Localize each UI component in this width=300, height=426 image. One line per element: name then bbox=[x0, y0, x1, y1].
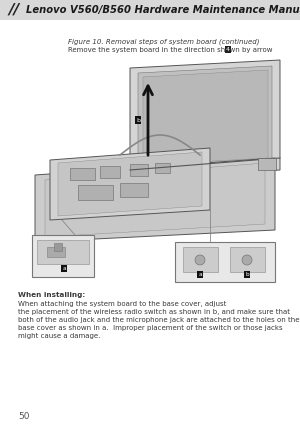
Polygon shape bbox=[130, 60, 280, 178]
Polygon shape bbox=[35, 158, 275, 242]
Text: both of the audio jack and the microphone jack are attached to the holes on the: both of the audio jack and the microphon… bbox=[18, 317, 299, 323]
Text: b: b bbox=[136, 118, 140, 123]
Text: the placement of the wireless radio switch as shown in b, and make sure that: the placement of the wireless radio swit… bbox=[18, 309, 290, 315]
Bar bbox=[54, 243, 62, 251]
Text: Figure 10. Removal steps of system board (continued): Figure 10. Removal steps of system board… bbox=[68, 38, 260, 45]
Text: When attaching the system board to the base cover, adjust: When attaching the system board to the b… bbox=[18, 301, 227, 307]
Polygon shape bbox=[45, 163, 265, 237]
Bar bbox=[100, 166, 120, 178]
Text: base cover as shown in a.  Improper placement of the switch or those jacks: base cover as shown in a. Improper place… bbox=[18, 325, 283, 331]
Text: 50: 50 bbox=[18, 412, 29, 421]
Text: When installing:: When installing: bbox=[18, 292, 85, 298]
Bar bbox=[32, 235, 94, 277]
Bar bbox=[70, 168, 95, 180]
Text: Lenovo V560/B560 Hardware Maintenance Manual: Lenovo V560/B560 Hardware Maintenance Ma… bbox=[26, 5, 300, 15]
Text: b: b bbox=[245, 272, 249, 277]
Text: might cause a damage.: might cause a damage. bbox=[18, 333, 100, 339]
Text: 4: 4 bbox=[226, 47, 230, 52]
Bar bbox=[175, 242, 275, 282]
Bar bbox=[0, 0, 300, 20]
Text: ∕∕: ∕∕ bbox=[8, 3, 19, 17]
Circle shape bbox=[195, 255, 205, 265]
Bar bbox=[258, 158, 276, 170]
Polygon shape bbox=[50, 148, 210, 220]
Polygon shape bbox=[138, 66, 272, 170]
Text: a: a bbox=[62, 266, 66, 271]
Bar bbox=[155, 163, 170, 173]
Bar bbox=[37, 240, 89, 264]
Bar bbox=[130, 164, 148, 176]
Text: Remove the system board in the direction shown by arrow: Remove the system board in the direction… bbox=[68, 47, 272, 53]
Bar bbox=[230, 247, 265, 272]
Polygon shape bbox=[58, 152, 202, 216]
Circle shape bbox=[242, 255, 252, 265]
Bar bbox=[183, 247, 218, 272]
Bar bbox=[120, 183, 148, 197]
Polygon shape bbox=[143, 70, 268, 165]
Text: a: a bbox=[198, 272, 202, 277]
Bar bbox=[47, 247, 65, 257]
Bar bbox=[78, 185, 113, 200]
